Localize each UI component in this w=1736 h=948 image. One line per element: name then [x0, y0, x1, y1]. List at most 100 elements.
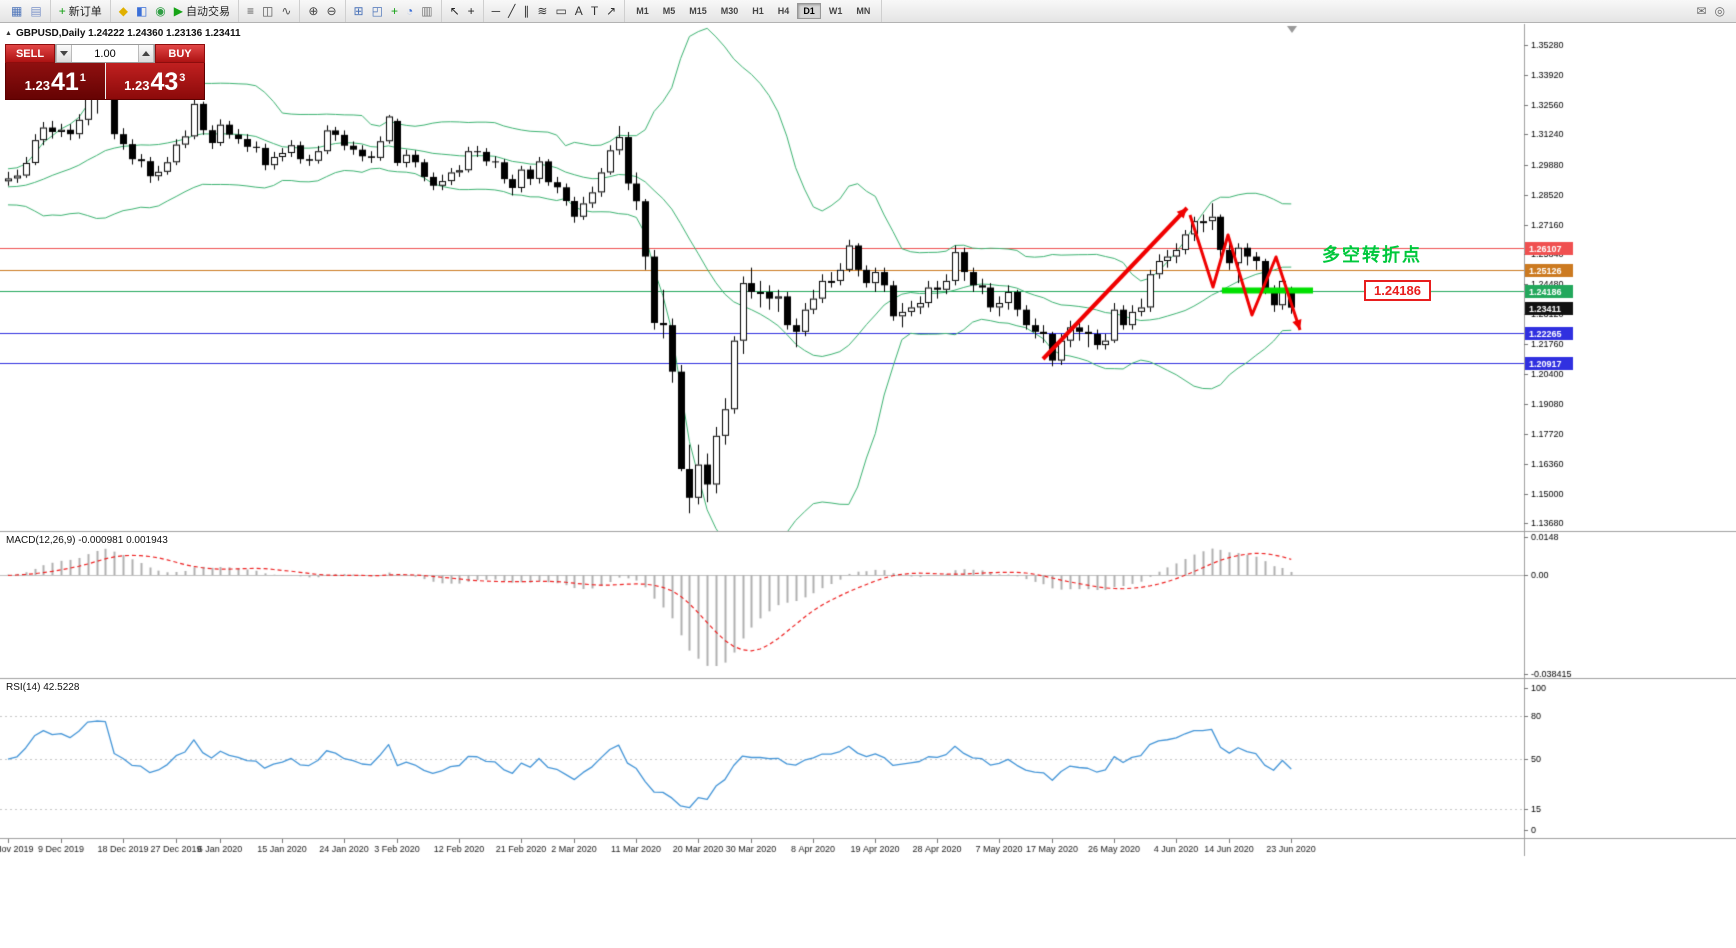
tile-windows-icon[interactable]: ⊞: [350, 3, 368, 19]
macd-indicator-label: MACD(12,26,9) -0.000981 0.001943: [6, 535, 168, 546]
horizontal-line-icon-glyph: ─: [491, 4, 501, 18]
buy-button[interactable]: BUY: [155, 44, 205, 63]
cascade-windows-icon[interactable]: ◰: [368, 3, 387, 19]
arrows-icon[interactable]: ↗: [602, 3, 620, 19]
metaeditor-icon[interactable]: ◆: [115, 3, 132, 19]
auto-trading-glyph: ▶: [173, 4, 183, 18]
chart-profiles-icon-glyph: ▤: [30, 4, 42, 18]
timeframe-button-m1[interactable]: M1: [636, 6, 649, 16]
ask-price-sup: 3: [179, 72, 186, 84]
layout-group: ⊞ ◰ + ◔ ▥: [346, 0, 442, 22]
market-watch-icon[interactable]: ◧: [132, 3, 151, 19]
turning-point-annotation: 多空转折点: [1322, 245, 1422, 265]
bid-price-prefix: 1.23: [24, 78, 50, 93]
new-chart-icon[interactable]: ▦: [7, 3, 26, 19]
volume-up-button[interactable]: [138, 45, 154, 62]
search-icon[interactable]: ◎: [1711, 3, 1729, 19]
zoom-in-icon-glyph: ⊕: [308, 4, 319, 18]
timeframe-button-m15[interactable]: M15: [689, 6, 707, 16]
new-order-button-label: 新订单: [68, 6, 102, 18]
symbol-ohlc-info: ▲ GBPUSD,Daily 1.24222 1.24360 1.23136 1…: [5, 28, 241, 39]
crosshair-icon[interactable]: +: [464, 3, 479, 19]
sell-button[interactable]: SELL: [5, 44, 55, 63]
ask-price-big: 43: [150, 68, 179, 96]
collapse-panel-icon[interactable]: ▲: [5, 30, 12, 37]
navigator-icon[interactable]: ◉: [151, 3, 169, 19]
label-icon[interactable]: T: [587, 3, 602, 19]
templates-icon-glyph: ▥: [421, 4, 433, 18]
timeframe-button-m30[interactable]: M30: [720, 6, 739, 16]
timeframe-button-m5[interactable]: M5: [662, 6, 676, 16]
auto-trading-button-label: 自动交易: [186, 6, 230, 18]
spinner-down-icon: [60, 51, 68, 56]
channel-icon[interactable]: ∥: [519, 3, 533, 19]
ask-price-display[interactable]: 1.23 43 3: [104, 63, 204, 99]
price-callout-label: 1.24186: [1364, 280, 1431, 301]
auto-trading-button[interactable]: ▶ 自动交易: [170, 1, 234, 21]
zoom-out-icon-glyph: ⊖: [326, 4, 337, 18]
indicators-icon-glyph: +: [390, 4, 398, 18]
spinner-up-icon: [142, 51, 150, 56]
chart-type-group: ≡ ◫ ∿: [239, 0, 301, 22]
metaeditor-icon-glyph: ◆: [118, 4, 128, 18]
tile-windows-icon-glyph: ⊞: [353, 4, 364, 18]
trendline-icon-glyph: ╱: [508, 4, 516, 18]
bar-chart-icon[interactable]: ≡: [243, 3, 258, 19]
volume-down-button[interactable]: [56, 45, 72, 62]
trade-controls-row: SELL BUY: [5, 44, 205, 63]
windows-group: ▦ ▤: [3, 0, 51, 22]
new-chart-icon-glyph: ▦: [11, 4, 23, 18]
indicators-icon[interactable]: +: [387, 3, 402, 19]
period-icon[interactable]: ◔: [402, 3, 417, 19]
mail-icon-glyph: ✉: [1696, 4, 1707, 18]
zoom-group: ⊕ ⊖: [300, 0, 346, 22]
new-order-button[interactable]: + 新订单: [55, 1, 106, 21]
text-icon[interactable]: A: [571, 3, 587, 19]
zoom-in-icon[interactable]: ⊕: [304, 3, 322, 19]
volume-input[interactable]: [72, 45, 138, 62]
crosshair-icon-glyph: +: [467, 4, 475, 18]
timeframes-group: M1 M5 M15 M30 H1 H4 D1 W1 MN: [625, 0, 883, 22]
rsi-indicator-label: RSI(14) 42.5228: [6, 682, 80, 693]
cursor-group: ↖ +: [442, 0, 484, 22]
horizontal-line-icon[interactable]: ─: [488, 3, 505, 19]
fibonacci-icon-glyph: ≋: [537, 4, 548, 18]
timeframe-button-h4[interactable]: H4: [777, 6, 790, 16]
zoom-out-icon[interactable]: ⊖: [322, 3, 340, 19]
shapes-icon-glyph: ▭: [555, 4, 567, 18]
new-order-glyph: +: [58, 4, 66, 18]
timeframe-button-h1[interactable]: H1: [752, 6, 764, 16]
trade-prices-row: 1.23 41 1 1.23 43 3: [5, 63, 205, 100]
toolbar: ▦ ▤ + 新订单 ◆ ◧ ◉ ▶ 自动交易 ≡ ◫ ∿ ⊕ ⊖ ⊞ ◰ + ◔ ▥ ↖ + ─ ╱ ∥ ≋ ▭ A T ↗ M1 M5 M1…: [0, 0, 1736, 23]
candlestick-chart-icon[interactable]: ◫: [258, 3, 277, 19]
label-icon-glyph: T: [590, 4, 599, 18]
bid-price-sup: 1: [79, 72, 86, 84]
panels-group: ◆ ◧ ◉ ▶ 自动交易: [111, 0, 239, 22]
mail-icon[interactable]: ✉: [1692, 3, 1710, 19]
draw-group: ─ ╱ ∥ ≋ ▭ A T ↗: [484, 0, 626, 22]
templates-icon[interactable]: ▥: [417, 3, 436, 19]
navigator-icon-glyph: ◉: [155, 4, 166, 18]
trendline-icon[interactable]: ╱: [504, 3, 519, 19]
bid-price-display[interactable]: 1.23 41 1: [6, 63, 105, 99]
chart-profiles-icon[interactable]: ▤: [26, 3, 45, 19]
timeframe-button-mn[interactable]: MN: [856, 6, 871, 16]
cursor-icon-glyph: ↖: [449, 4, 460, 18]
right-group: ✉ ◎: [1688, 0, 1733, 22]
period-icon-glyph: ◔: [405, 4, 414, 18]
line-chart-icon[interactable]: ∿: [277, 3, 295, 19]
cursor-icon[interactable]: ↖: [446, 3, 464, 19]
fibonacci-icon[interactable]: ≋: [533, 3, 551, 19]
shapes-icon[interactable]: ▭: [551, 3, 570, 19]
line-chart-icon-glyph: ∿: [281, 4, 292, 18]
timeframe-button-d1[interactable]: D1: [797, 3, 821, 19]
volume-box: [55, 44, 155, 63]
timeframe-button-w1[interactable]: W1: [828, 6, 843, 16]
market-watch-icon-glyph: ◧: [135, 4, 148, 18]
candlestick-chart-icon-glyph: ◫: [262, 4, 274, 18]
text-icon-glyph: A: [574, 4, 583, 18]
arrows-icon-glyph: ↗: [606, 4, 617, 18]
